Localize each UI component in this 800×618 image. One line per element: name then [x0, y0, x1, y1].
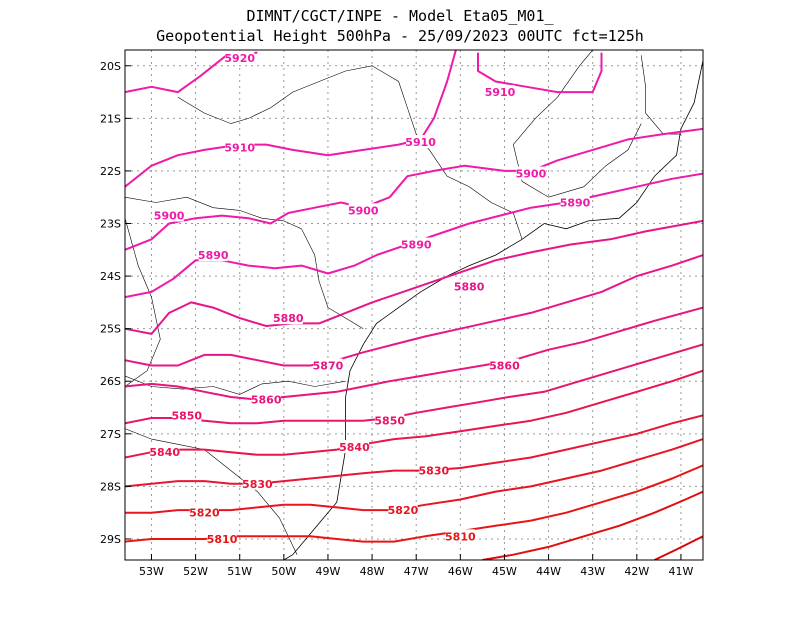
- contour-label: 5840: [339, 441, 370, 454]
- contour-label: 5870: [313, 359, 344, 372]
- contour-line-5800: [482, 490, 703, 560]
- contour-label-background: [189, 505, 220, 519]
- contour-label-background: [454, 279, 484, 293]
- contour-label: 5820: [189, 507, 220, 520]
- contour-label: 5880: [454, 281, 485, 294]
- contour-label-background: [560, 195, 590, 209]
- contour-label: 5910: [224, 141, 255, 154]
- lon-tick-label: 42W: [624, 565, 649, 578]
- contour-label-background: [242, 476, 272, 490]
- contour-label-background: [154, 208, 184, 222]
- state-border: [512, 50, 642, 198]
- lon-tick-label: 44W: [536, 565, 561, 578]
- contour-line-5880: [125, 219, 703, 335]
- lon-tick-label: 50W: [271, 565, 296, 578]
- lat-tick-label: 29S: [100, 533, 121, 546]
- contour-label-background: [401, 237, 431, 251]
- lat-tick-label: 25S: [100, 323, 121, 336]
- contour-label: 5880: [273, 312, 304, 325]
- contour-line-5790: [654, 535, 703, 560]
- contour-label: 5890: [401, 239, 432, 252]
- contour-label-background: [251, 392, 281, 406]
- contour-label-background: [348, 203, 378, 217]
- contour-label: 5810: [207, 533, 238, 546]
- contour-line-5830: [125, 414, 703, 488]
- contour-label-background: [225, 50, 255, 64]
- contour-layer: 5920 5910 5910 5910 5900 5900 5900 5890 5890 5890…: [125, 50, 703, 560]
- contour-label: 5890: [560, 196, 591, 209]
- axes-layer: 20S 21S 22S 23S 24S 25S 26S 27S 28S 29S 53W 52W 51W 5…: [100, 60, 693, 578]
- contour-label: 5920: [224, 52, 255, 65]
- contour-label: 5820: [388, 504, 419, 517]
- contour-label-background: [273, 311, 303, 325]
- contour-label: 5910: [485, 86, 516, 99]
- map-title-line-2: Geopotential Height 500hPa - 25/09/2023 …: [156, 27, 644, 45]
- contour-label-background: [375, 413, 405, 427]
- contour-line-5910: [125, 50, 457, 188]
- contour-line-5870: [125, 254, 703, 367]
- contour-label: 5850: [374, 415, 405, 428]
- contour-line-5910: [477, 52, 603, 94]
- contour-label-background: [198, 248, 228, 262]
- lon-tick-label: 49W: [316, 565, 341, 578]
- contour-label-background: [445, 529, 475, 543]
- state-border: [125, 218, 161, 387]
- lon-tick-label: 45W: [492, 565, 517, 578]
- lon-tick-label: 43W: [580, 565, 605, 578]
- contour-label: 5850: [171, 409, 202, 422]
- contour-line-5860: [125, 306, 703, 401]
- contour-label-background: [489, 358, 520, 372]
- contour-label: 5830: [242, 478, 273, 491]
- lat-tick-label: 26S: [100, 375, 121, 388]
- contour-label: 5840: [149, 446, 180, 459]
- lat-tick-label: 28S: [100, 480, 121, 493]
- lat-tick-label: 22S: [100, 165, 121, 178]
- state-border: [125, 375, 346, 395]
- contour-label-background: [225, 140, 255, 154]
- lon-tick-label: 47W: [404, 565, 429, 578]
- lon-tick-label: 48W: [360, 565, 385, 578]
- lat-tick-label: 21S: [100, 112, 121, 125]
- contour-label-background: [419, 463, 449, 477]
- contour-label: 5910: [405, 136, 436, 149]
- contour-label: 5860: [251, 394, 282, 407]
- contour-label-background: [388, 503, 418, 517]
- contour-label: 5810: [445, 530, 476, 543]
- contour-line-5900: [125, 127, 703, 251]
- lon-tick-label: 46W: [448, 565, 473, 578]
- lat-tick-label: 27S: [100, 428, 121, 441]
- lat-tick-label: 24S: [100, 270, 121, 283]
- contour-label-background: [339, 439, 370, 453]
- contour-label: 5860: [489, 359, 520, 372]
- contour-label: 5900: [516, 168, 547, 181]
- contour-label: 5900: [154, 210, 185, 223]
- lon-tick-label: 41W: [669, 565, 694, 578]
- state-border: [125, 428, 298, 555]
- contour-label-background: [406, 135, 436, 149]
- contour-label-background: [207, 531, 237, 545]
- contour-line-5840: [125, 369, 703, 459]
- lat-tick-label: 23S: [100, 218, 121, 231]
- contour-label-background: [150, 445, 180, 459]
- state-border: [125, 196, 364, 329]
- lon-tick-label: 53W: [139, 565, 164, 578]
- state-border: [177, 65, 523, 240]
- contour-label: 5900: [348, 204, 379, 217]
- contour-label-background: [172, 408, 202, 422]
- map-background: [125, 50, 703, 560]
- lat-tick-label: 20S: [100, 60, 121, 73]
- contour-label: 5830: [419, 465, 450, 478]
- map-title-line-1: DIMNT/CGCT/INPE - Model Eta05_M01_: [246, 7, 554, 25]
- lon-tick-label: 51W: [227, 565, 252, 578]
- map-frame: [124, 49, 704, 561]
- lon-tick-label: 52W: [183, 565, 208, 578]
- contour-label: 5890: [198, 249, 229, 262]
- contour-label-background: [516, 166, 546, 180]
- contour-label-background: [485, 85, 515, 99]
- contour-label-background: [313, 358, 343, 372]
